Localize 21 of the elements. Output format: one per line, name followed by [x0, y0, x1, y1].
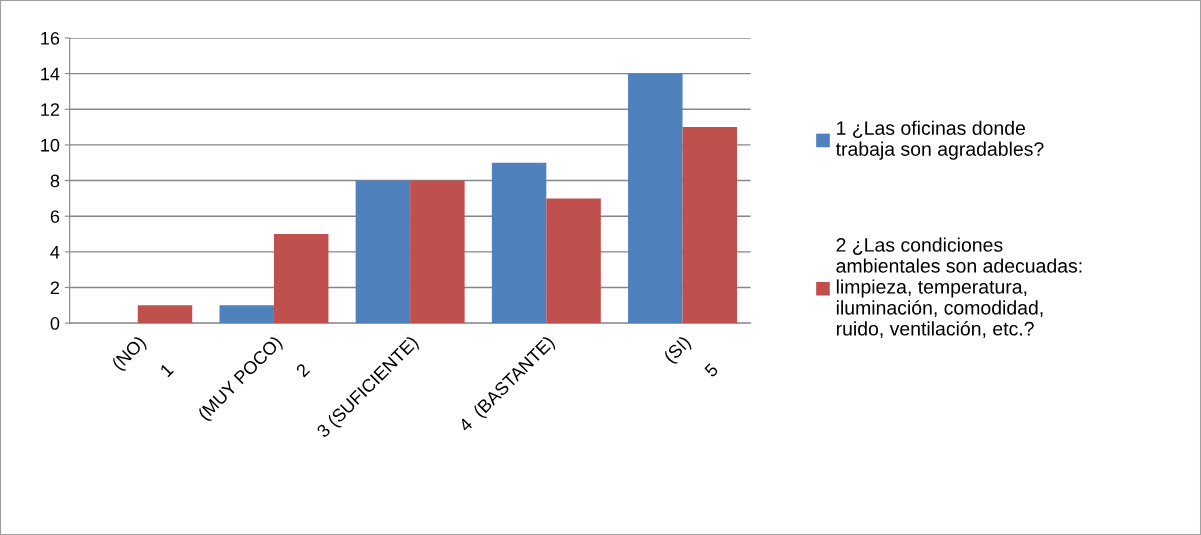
legend-label: 2 ¿Las condiciones ambientales son adecuadas: limpieza, temperatura, iluminación, comodidad, ruido, ventilación, etc.?	[836, 237, 1082, 338]
bar	[410, 180, 465, 324]
bar	[491, 162, 547, 324]
y-tick-label: 2	[50, 281, 60, 295]
y-tick-label: 10	[41, 138, 60, 152]
bar	[355, 180, 411, 324]
bar	[273, 234, 329, 324]
y-tick-label: 16	[41, 31, 60, 45]
y-tick-label: 6	[50, 210, 60, 223]
legend-label: 1 ¿Las oficinas donde trabaja son agradables?	[835, 120, 1044, 160]
bar	[137, 305, 193, 324]
y-tick-label: 8	[50, 174, 60, 188]
bar	[219, 305, 274, 324]
bar	[628, 73, 683, 324]
y-tick-label: 12	[41, 103, 60, 116]
y-tick-label: 0	[50, 317, 60, 330]
x-tick-label: (SI) 5	[662, 335, 719, 378]
bar	[546, 198, 601, 324]
bar	[682, 127, 738, 324]
y-tick-label: 4	[50, 245, 60, 259]
y-tick-label: 14	[41, 67, 60, 81]
